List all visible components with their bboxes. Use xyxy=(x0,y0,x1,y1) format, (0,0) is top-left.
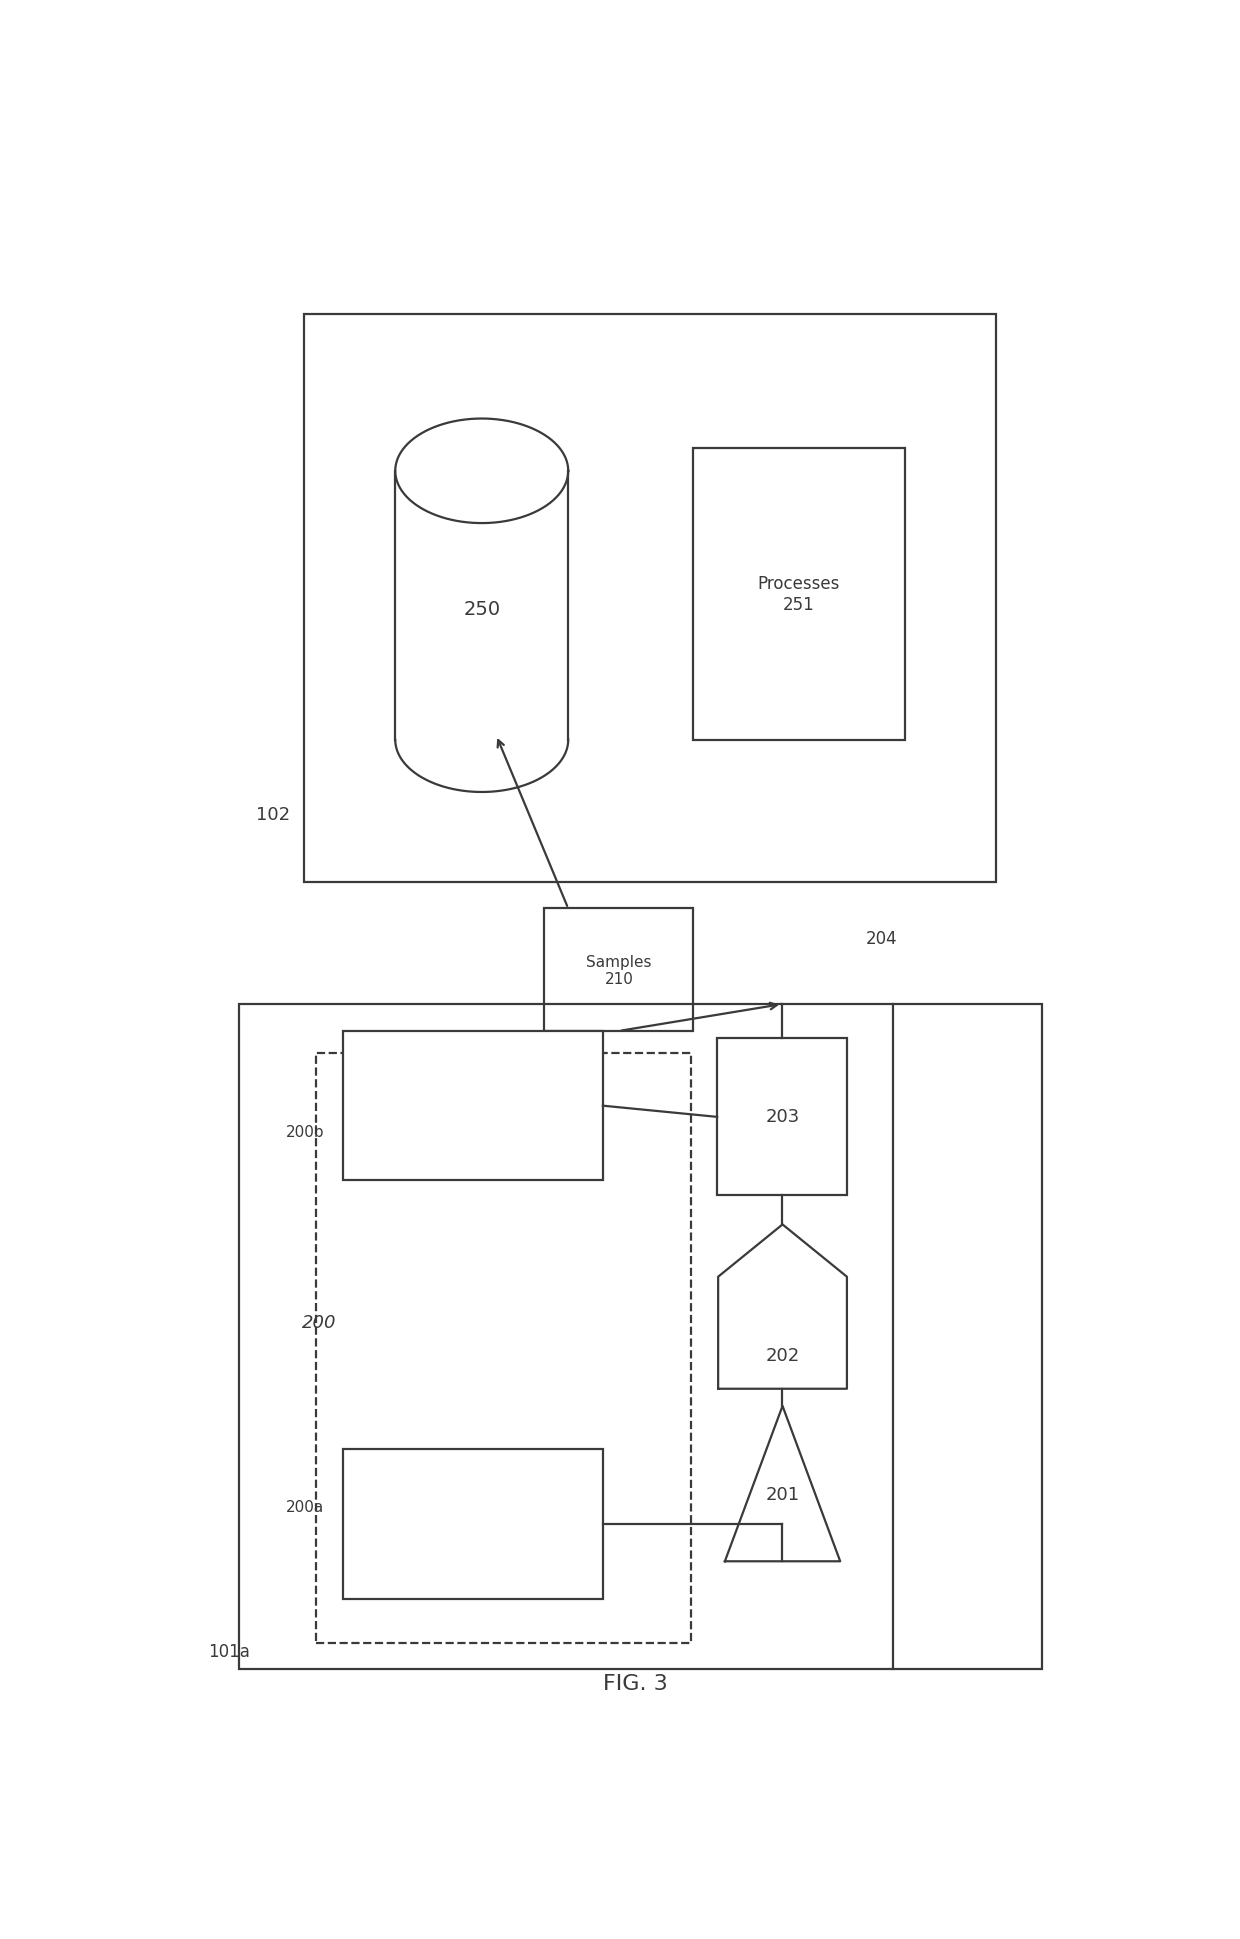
Text: 200b: 200b xyxy=(285,1125,325,1138)
Text: 201: 201 xyxy=(765,1485,800,1503)
Text: 200: 200 xyxy=(303,1313,336,1332)
Text: 250: 250 xyxy=(464,599,500,619)
Text: Processes
251: Processes 251 xyxy=(758,574,839,613)
Bar xyxy=(693,450,905,741)
Bar xyxy=(304,314,996,882)
Bar xyxy=(343,1032,603,1181)
Bar xyxy=(717,1039,847,1196)
Text: Samples
210: Samples 210 xyxy=(587,954,652,987)
Text: FIG. 3: FIG. 3 xyxy=(603,1673,668,1693)
Text: 200a: 200a xyxy=(285,1499,324,1514)
Text: 202: 202 xyxy=(765,1346,800,1365)
Text: 204: 204 xyxy=(866,931,898,948)
Bar xyxy=(544,909,693,1032)
Text: 203: 203 xyxy=(765,1107,800,1125)
Text: 102: 102 xyxy=(255,807,290,824)
Bar xyxy=(343,1450,603,1600)
Bar xyxy=(238,1004,1042,1669)
Bar xyxy=(316,1055,691,1644)
Text: 101a: 101a xyxy=(208,1642,249,1660)
